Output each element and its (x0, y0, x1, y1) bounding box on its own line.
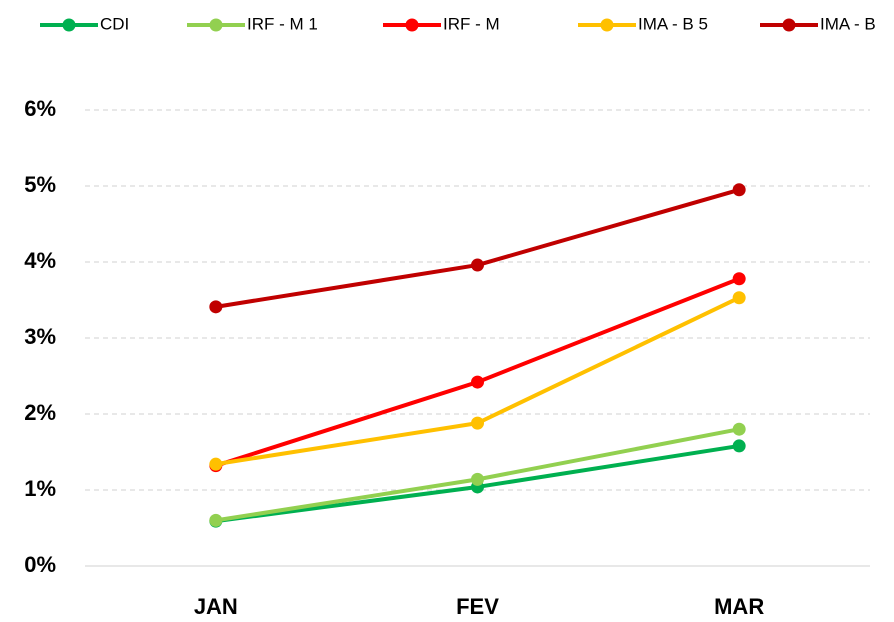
data-point (732, 439, 746, 453)
series-line (215, 187, 740, 309)
y-tick-label: 4% (24, 248, 56, 273)
data-point (471, 258, 484, 272)
data-point (471, 416, 484, 430)
y-tick-label: 0% (24, 552, 56, 577)
x-tick-label: JAN (194, 594, 238, 619)
data-point (471, 375, 484, 389)
y-tick-label: 6% (24, 96, 56, 121)
data-point (471, 472, 484, 486)
y-tick-label: 5% (24, 172, 56, 197)
data-point (209, 513, 223, 527)
legend-label: CDI (100, 14, 129, 33)
legend-label: IMA - B (820, 14, 876, 33)
y-tick-label: 3% (24, 324, 56, 349)
data-point (732, 183, 746, 197)
legend-marker (600, 18, 614, 32)
data-point (732, 422, 746, 436)
x-tick-label: FEV (456, 594, 499, 619)
legend-label: IRF - M 1 (247, 14, 318, 33)
legend-marker (209, 18, 223, 32)
legend-marker (62, 18, 76, 32)
x-tick-label: MAR (714, 594, 764, 619)
data-point (732, 291, 746, 305)
legend-marker (782, 18, 796, 32)
series-line (215, 276, 740, 468)
data-point (209, 300, 223, 314)
legend-marker (405, 18, 419, 32)
legend-label: IMA - B 5 (638, 14, 708, 33)
legend-label: IRF - M (443, 14, 500, 33)
y-tick-label: 1% (24, 476, 56, 501)
y-tick-label: 2% (24, 400, 56, 425)
data-point (209, 457, 223, 471)
data-point (732, 272, 746, 286)
